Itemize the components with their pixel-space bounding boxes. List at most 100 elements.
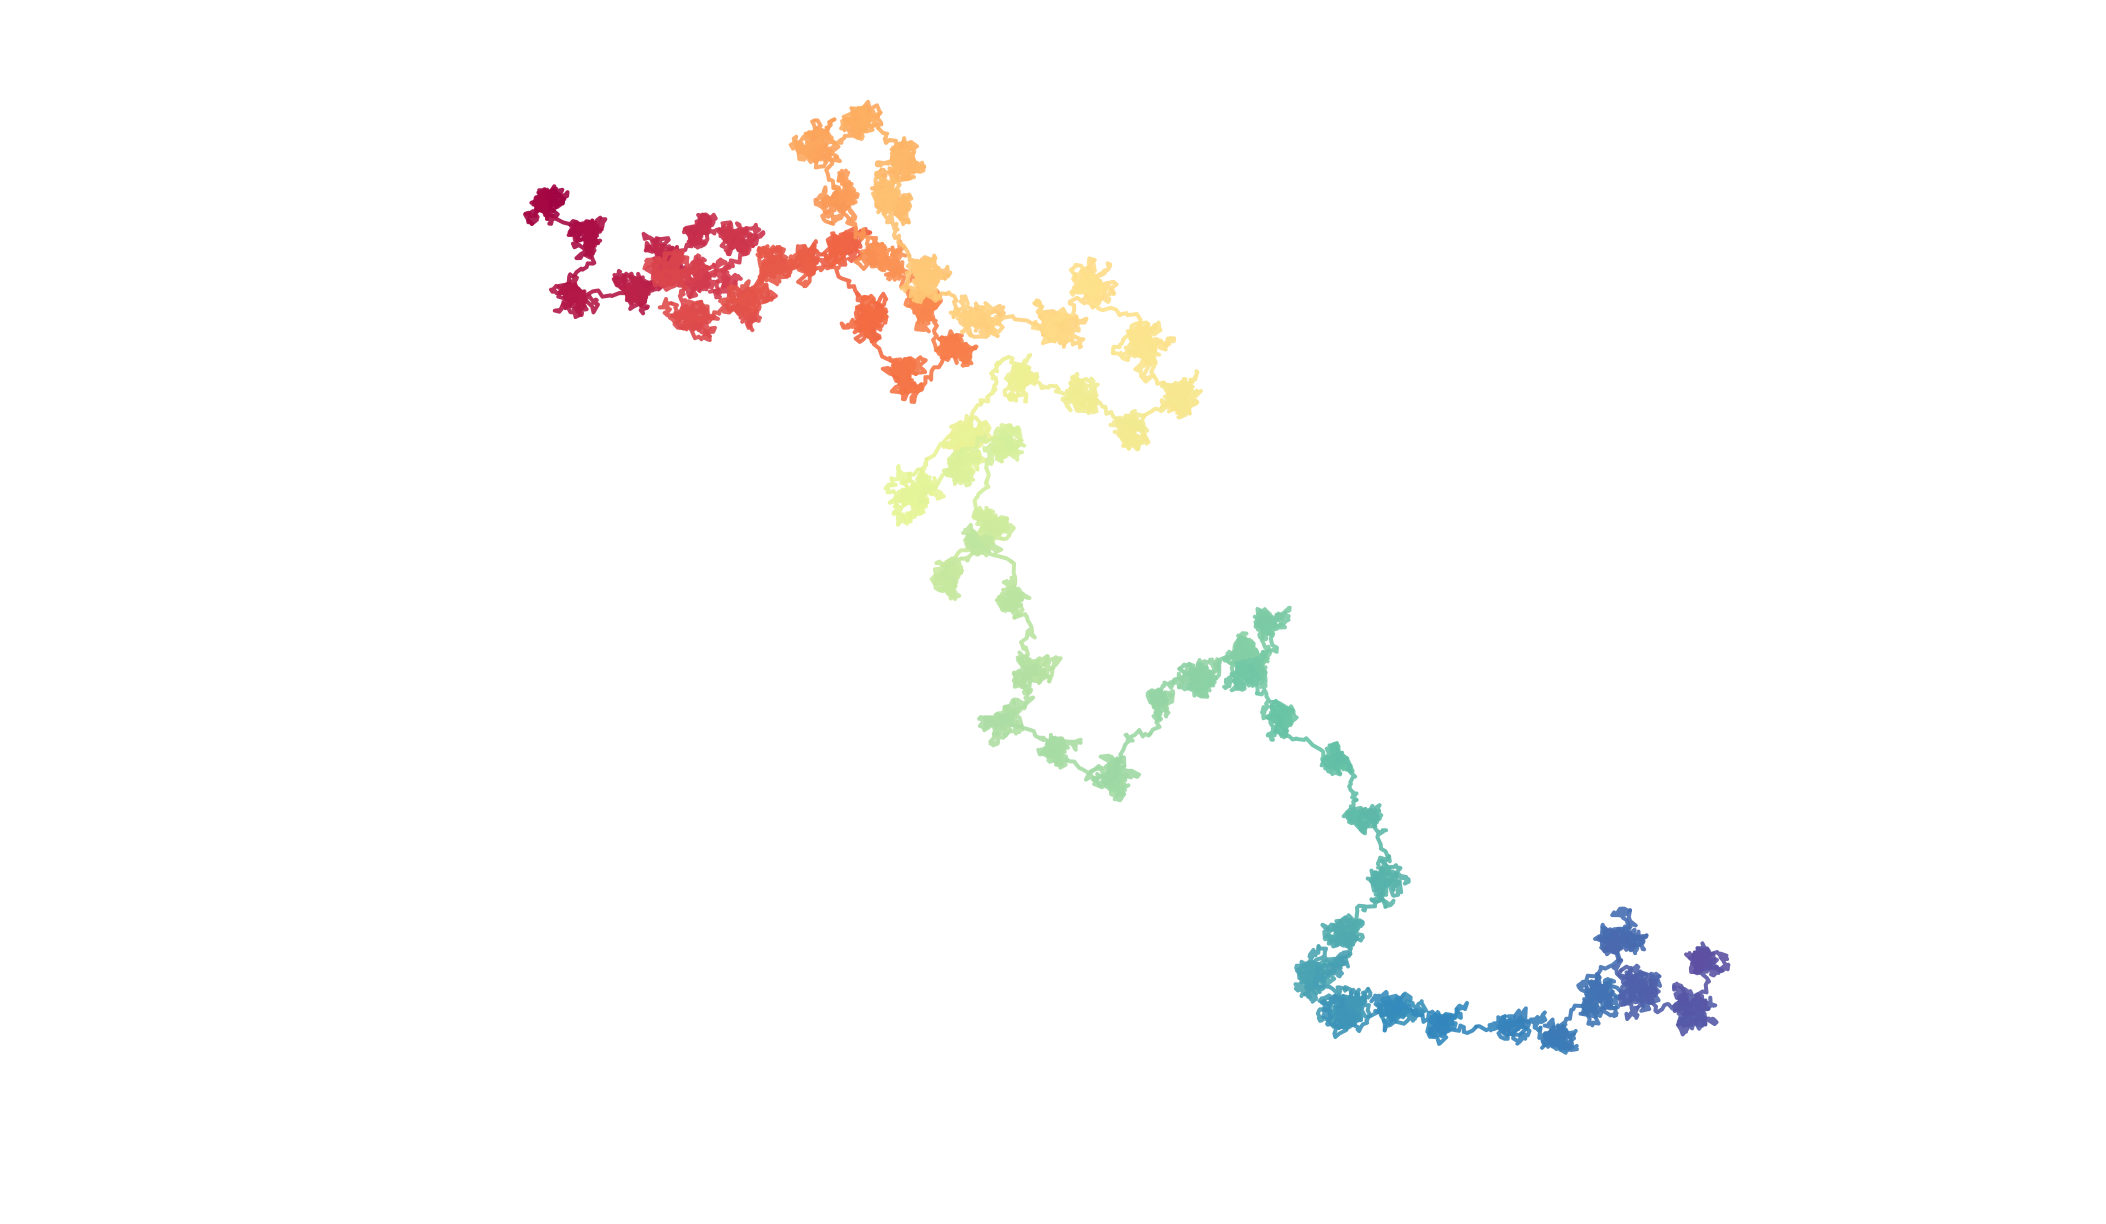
walk-segment (1115, 764, 1141, 797)
walk-segment (911, 273, 949, 301)
walk-segment (1036, 741, 1061, 764)
walk-segment (889, 148, 912, 171)
walk-segment (831, 172, 858, 205)
walk-segment (699, 223, 722, 236)
walk-segment (682, 299, 706, 316)
walk-segment (828, 249, 861, 298)
walk-segment (1610, 906, 1632, 933)
walk-segment (1148, 688, 1169, 708)
walk-segment (1111, 332, 1153, 358)
walk-segment (709, 257, 729, 286)
walk-segment (830, 190, 848, 211)
walk-segment (576, 289, 600, 315)
walk-segment (1320, 957, 1346, 981)
walk-segment (978, 360, 1002, 405)
walk-segment (889, 356, 914, 377)
walk-segment (892, 192, 914, 226)
walk-segment (1114, 728, 1153, 768)
walk-segment (1181, 665, 1207, 692)
walk-segment (1319, 993, 1346, 1014)
walk-segment (657, 297, 691, 324)
walk-segment (1018, 663, 1039, 690)
walk-segment (1015, 650, 1038, 670)
walk-segment (796, 143, 814, 162)
walk-segment (892, 510, 913, 527)
walk-segment (945, 581, 962, 601)
walk-segment (1042, 314, 1069, 341)
walk-segment (1045, 747, 1069, 767)
walk-segment (945, 338, 970, 360)
walk-segment (656, 251, 683, 269)
walk-segment (996, 516, 1016, 542)
walk-segment (720, 263, 732, 290)
walk-segment (989, 430, 1015, 454)
walk-segment (1232, 660, 1251, 683)
walk-segment (977, 715, 1015, 731)
walk-segment (1348, 987, 1367, 1009)
walk-segment (652, 274, 680, 288)
walk-segment (1043, 292, 1091, 338)
walk-segment (947, 452, 963, 481)
walk-segment (1333, 1003, 1348, 1030)
walk-segment (796, 259, 818, 289)
walk-segment (1078, 271, 1098, 302)
walk-segment (1001, 697, 1028, 724)
walk-segment (873, 189, 897, 216)
walk-segment (659, 267, 689, 290)
walk-segment (583, 217, 608, 252)
walk-segment (1245, 664, 1262, 696)
walk-segment (1684, 948, 1714, 963)
walk-segment (1009, 586, 1032, 620)
walk-segment (1120, 413, 1141, 452)
walk-segment (887, 495, 913, 524)
walk-segment (856, 106, 881, 130)
walk-segment (532, 195, 551, 221)
walk-segment (839, 317, 864, 331)
walk-segment (881, 211, 912, 258)
walk-segment (788, 134, 811, 155)
walk-segment (1675, 1010, 1708, 1037)
walk-segment (1265, 713, 1286, 742)
walk-segment (997, 353, 1033, 377)
walk-segment (829, 200, 858, 226)
walk-segment (757, 265, 777, 284)
walk-segment (863, 303, 889, 322)
walk-segment (1319, 758, 1343, 776)
walk-segment (1369, 990, 1389, 1015)
walk-segment (971, 301, 994, 320)
walk-segment (1542, 1017, 1559, 1043)
walk-segment (1032, 374, 1083, 402)
walk-segment (982, 444, 996, 484)
walk-segment (622, 282, 641, 304)
walk-segment (755, 244, 777, 269)
walk-segment (689, 231, 710, 249)
walk-segment (898, 361, 912, 392)
walk-segment (1626, 976, 1658, 998)
walk-segment (1525, 1010, 1548, 1033)
walk-segment (965, 532, 1014, 564)
walk-segment (1700, 946, 1731, 973)
walk-segment (1692, 949, 1704, 972)
walk-segment (1294, 959, 1320, 979)
walk-segment (1139, 345, 1166, 386)
walk-segment (1368, 812, 1392, 864)
walk-segment (1072, 375, 1100, 403)
walk-segment (951, 464, 974, 488)
walk-segment (1071, 398, 1099, 415)
walk-segment (1513, 1006, 1532, 1031)
walk-segment (1615, 933, 1632, 951)
walk-segment (1002, 698, 1017, 726)
walk-segment (924, 428, 975, 462)
walk-segment (914, 309, 935, 334)
walk-segment (1111, 348, 1150, 365)
walk-segment (1342, 931, 1360, 956)
walk-segment (549, 283, 574, 314)
walk-segment (1077, 279, 1106, 295)
walk-segment (1373, 875, 1394, 889)
walk-segment (723, 228, 745, 249)
walk-segment (1060, 389, 1081, 413)
walk-segment (1333, 750, 1359, 802)
walk-segment (1273, 728, 1337, 761)
walk-segment (889, 464, 913, 488)
